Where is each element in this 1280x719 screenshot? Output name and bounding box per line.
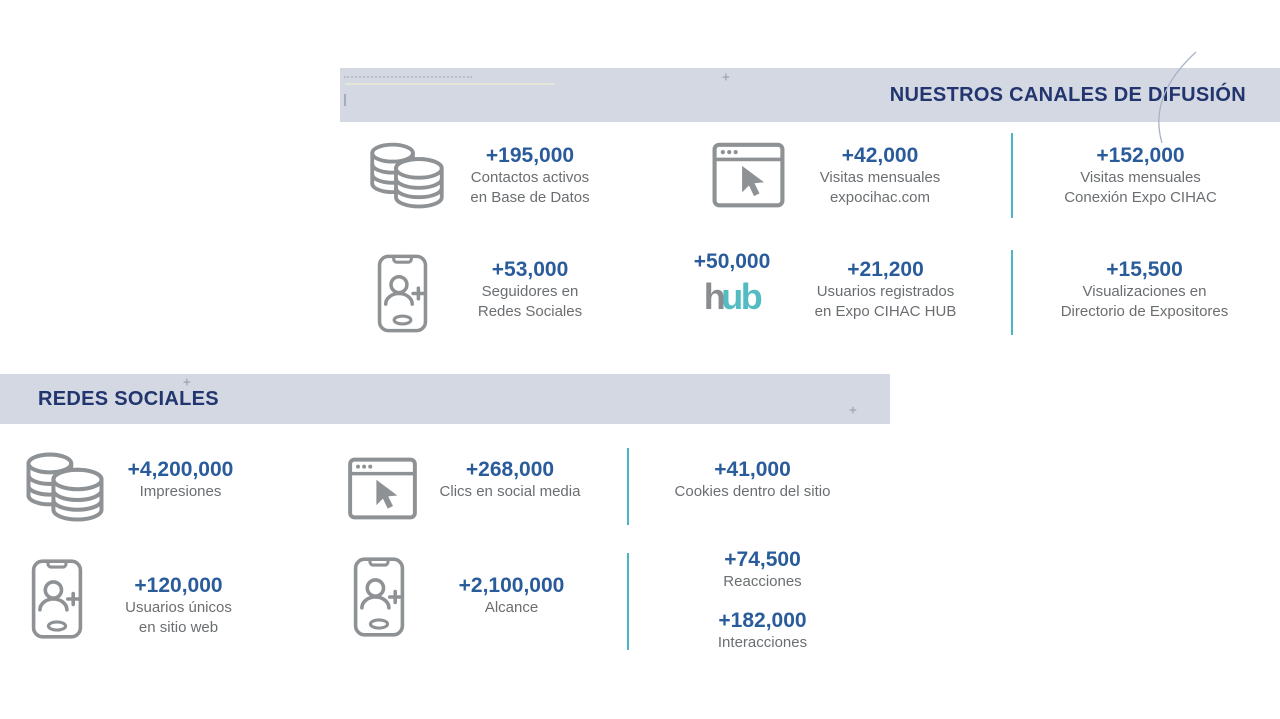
- stat-label: Interacciones: [717, 634, 808, 651]
- vertical-divider: [627, 553, 629, 650]
- browser-cursor-icon: [711, 142, 786, 208]
- alignment-crosshair: +: [183, 375, 191, 390]
- section-title-redes: REDES SOCIALES: [38, 387, 219, 410]
- stat-value: +53,000: [491, 258, 569, 281]
- stat-label: Conexión Expo CIHAC: [1064, 189, 1217, 206]
- stat-label: Contactos activos: [470, 169, 590, 186]
- stat-value: +42,000: [841, 144, 919, 167]
- stat-value: +21,200: [847, 258, 924, 281]
- hub-logo: hub: [678, 278, 786, 316]
- stat-value: +50,000: [693, 250, 771, 273]
- stat-impresiones: +4,200,000 Impresiones: [93, 458, 268, 502]
- stat-label: Redes Sociales: [477, 303, 583, 320]
- stat-label: Visitas mensuales: [1080, 169, 1201, 186]
- stat-label: expocihac.com: [829, 189, 931, 206]
- stat-value: +182,000: [718, 609, 807, 632]
- phone-add-user-icon: [376, 252, 429, 335]
- stat-value: +195,000: [485, 144, 575, 167]
- stat-contactos-activos: +195,000 Contactos activos en Base de Da…: [450, 144, 610, 208]
- stat-cookies: +41,000 Cookies dentro del sitio: [645, 458, 860, 502]
- stat-visitas-conexion: +152,000 Visitas mensuales Conexión Expo…: [1028, 144, 1253, 208]
- stat-label: en sitio web: [138, 619, 219, 636]
- database-icon: [24, 451, 106, 524]
- stat-label: Reacciones: [723, 573, 802, 590]
- decorative-faint-line: [345, 83, 555, 85]
- stat-label: Usuarios registrados: [816, 283, 955, 300]
- stat-label: Usuarios únicos: [125, 599, 232, 616]
- stat-label: Cookies dentro del sitio: [674, 483, 831, 500]
- vertical-divider: [627, 448, 629, 525]
- stat-clics: +268,000 Clics en social media: [420, 458, 600, 502]
- banner-redes-sociales: REDES SOCIALES: [0, 374, 890, 424]
- stat-seguidores: +53,000 Seguidores en Redes Sociales: [455, 258, 605, 322]
- stat-reacciones: +74,500 Reacciones: [655, 548, 870, 592]
- stat-label: Visitas mensuales: [819, 169, 941, 186]
- stat-value: +4,200,000: [127, 458, 234, 481]
- alignment-crosshair: +: [722, 70, 730, 85]
- stat-value: +15,500: [1106, 258, 1183, 281]
- stat-value: +74,500: [724, 548, 801, 571]
- stat-visitas-expocihac: +42,000 Visitas mensuales expocihac.com: [795, 144, 965, 208]
- stat-label: Seguidores en: [481, 283, 579, 300]
- vertical-divider: [1011, 250, 1013, 335]
- stat-label: Visualizaciones en: [1082, 283, 1207, 300]
- stat-alcance: +2,100,000 Alcance: [428, 574, 595, 618]
- phone-add-user-icon: [352, 555, 406, 639]
- stat-value: +152,000: [1096, 144, 1185, 167]
- vertical-divider: [1011, 133, 1013, 218]
- hub-logo-ub: ub: [721, 276, 762, 317]
- hub-logo-h: h: [703, 276, 726, 317]
- stat-usuarios-hub: +21,200 Usuarios registrados en Expo CIH…: [788, 258, 983, 322]
- banner-canales-difusion: NUESTROS CANALES DE DIFUSIÓN: [340, 68, 1280, 122]
- decorative-tick: [344, 94, 346, 106]
- stat-value: +268,000: [465, 458, 555, 481]
- section-title-canales: NUESTROS CANALES DE DIFUSIÓN: [889, 83, 1246, 106]
- decorative-curve: [1158, 51, 1197, 144]
- stat-value: +120,000: [134, 574, 223, 597]
- stat-label: Alcance: [484, 599, 539, 616]
- stat-label: Clics en social media: [439, 483, 581, 500]
- stat-hub-value: +50,000: [678, 250, 786, 274]
- stat-label: Directorio de Expositores: [1060, 303, 1229, 320]
- stat-visualizaciones: +15,500 Visualizaciones en Directorio de…: [1022, 258, 1267, 322]
- stat-value: +41,000: [714, 458, 791, 481]
- browser-cursor-icon: [347, 457, 418, 520]
- stat-usuarios-unicos: +120,000 Usuarios únicos en sitio web: [95, 574, 262, 638]
- stat-label: en Base de Datos: [470, 189, 590, 206]
- phone-add-user-icon: [30, 557, 84, 641]
- alignment-crosshair: +: [849, 403, 857, 418]
- database-icon: [368, 141, 446, 211]
- decorative-dotted-line: [344, 76, 472, 78]
- stat-label: Impresiones: [139, 483, 222, 500]
- stat-value: +2,100,000: [458, 574, 565, 597]
- stat-interacciones: +182,000 Interacciones: [655, 609, 870, 653]
- stat-label: en Expo CIHAC HUB: [814, 303, 957, 320]
